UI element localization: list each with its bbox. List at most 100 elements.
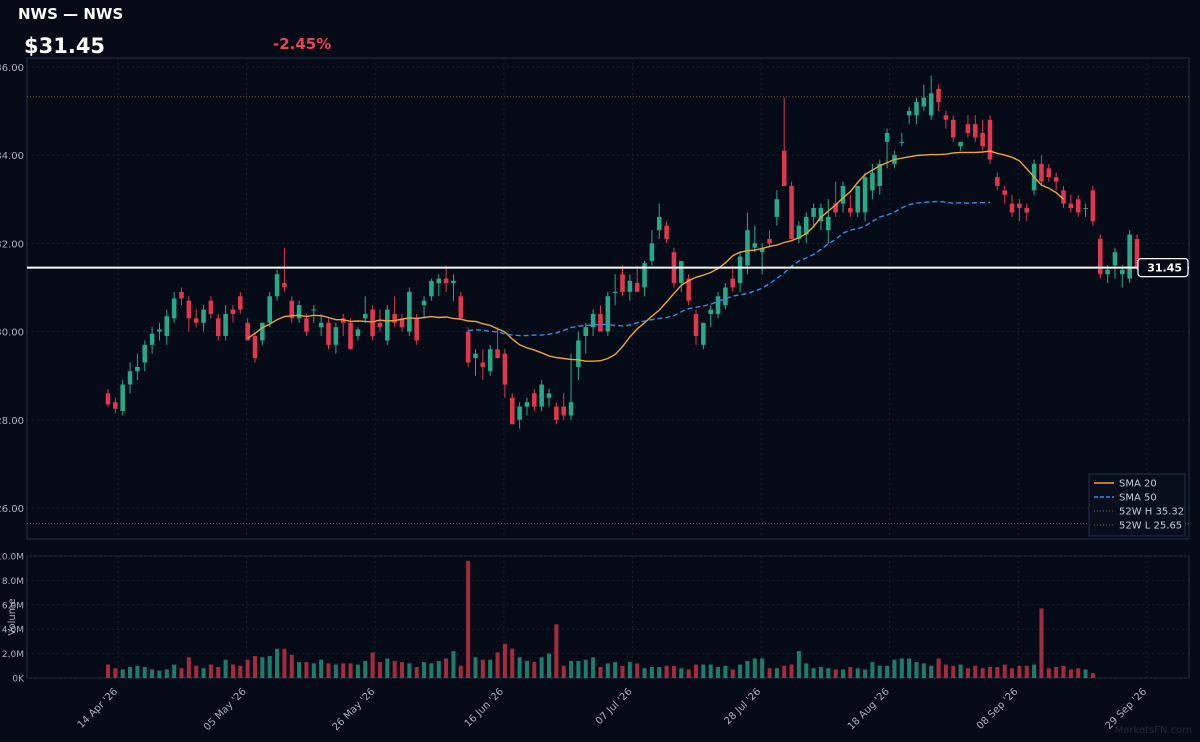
price-tick-label: 34.00 — [0, 151, 24, 162]
candle-body — [1053, 177, 1059, 182]
current-price: $31.45 — [24, 34, 106, 58]
volume-bar — [987, 667, 993, 678]
x-tick-label: 28 Jul '26 — [722, 686, 763, 727]
volume-bar — [245, 659, 250, 678]
volume-bar — [407, 663, 412, 678]
candle-body — [921, 97, 927, 107]
candle-body — [1127, 234, 1132, 279]
candle-body — [987, 119, 993, 160]
candle-body — [304, 318, 309, 332]
volume-bar — [399, 662, 405, 678]
volume-bar — [1010, 668, 1015, 678]
candle-body — [436, 278, 442, 284]
candle-body — [958, 141, 963, 147]
legend-box — [1088, 473, 1186, 537]
volume-bar — [473, 657, 478, 678]
candle-body — [803, 216, 809, 235]
volume-bar — [282, 648, 287, 678]
candle-body — [201, 309, 206, 323]
volume-bar — [436, 660, 441, 678]
candle-body — [208, 300, 214, 314]
candle-body — [238, 296, 243, 310]
volume-bar — [958, 664, 963, 678]
x-tick-label: 07 Jul '26 — [594, 686, 635, 727]
candle-body — [554, 406, 559, 420]
volume-bar — [649, 667, 654, 678]
price-tick-label: 32.00 — [0, 239, 24, 250]
volume-bar — [142, 667, 147, 678]
candle-body — [884, 133, 890, 142]
volume-bar — [230, 664, 235, 678]
volume-bar — [502, 643, 507, 678]
volume-bar — [907, 658, 912, 678]
volume-bar — [635, 663, 640, 678]
candle-body — [642, 263, 647, 288]
volume-bar — [833, 669, 838, 678]
volume-bar — [311, 663, 316, 678]
volume-bar — [804, 663, 809, 678]
candle-body — [120, 384, 125, 412]
volume-bar — [377, 662, 382, 678]
legend-label: SMA 50 — [1119, 493, 1157, 504]
volume-bar — [686, 669, 691, 678]
volume-bar — [664, 665, 669, 678]
volume-bar — [113, 668, 118, 678]
candle-body — [1046, 168, 1052, 178]
volume-bar — [620, 665, 625, 678]
volume-bar — [1024, 665, 1029, 678]
volume-bar — [451, 651, 456, 678]
volume-bar — [1076, 668, 1081, 678]
candle-body — [480, 362, 486, 367]
candle-body — [429, 280, 434, 297]
candle-body — [333, 327, 339, 345]
candle-body — [524, 402, 530, 407]
last-price-label: 31.45 — [1147, 262, 1182, 275]
candle-body — [1017, 203, 1022, 209]
volume-bar — [510, 648, 515, 678]
volume-bar — [275, 648, 280, 678]
candle-body — [318, 322, 324, 328]
volume-bar — [297, 662, 302, 678]
candle-body — [340, 318, 346, 323]
candle-body — [473, 353, 478, 359]
volume-bar — [1046, 668, 1051, 678]
candle-body — [1097, 238, 1103, 275]
volume-bar — [583, 659, 588, 678]
volume-bar — [135, 665, 140, 678]
candle-body — [1105, 269, 1110, 275]
volume-bar — [319, 659, 324, 678]
candle-body — [539, 384, 544, 407]
candle-body — [142, 344, 148, 363]
candle-body — [906, 110, 912, 116]
candle-body — [252, 336, 258, 359]
candle-body — [715, 296, 721, 314]
candle-body — [561, 406, 566, 416]
volume-bar — [576, 660, 581, 678]
candle-body — [1120, 269, 1125, 275]
candle-body — [737, 256, 743, 284]
volume-bar — [627, 662, 632, 678]
volume-bar — [885, 665, 890, 678]
candle-body — [950, 119, 956, 138]
volume-bar — [546, 653, 552, 678]
sma20-line — [247, 150, 1064, 362]
candle-body — [311, 309, 317, 311]
volume-bar — [186, 657, 191, 678]
volume-bar — [267, 656, 272, 678]
volume-bar — [899, 658, 904, 678]
candle-body — [245, 322, 250, 341]
candle-body — [664, 225, 669, 239]
volume-bar — [605, 663, 610, 678]
volume-bar — [980, 668, 985, 678]
last-price-badge — [1137, 258, 1189, 278]
volume-bar — [951, 665, 956, 678]
price-tick-label: 26.00 — [0, 504, 24, 515]
volume-bar — [818, 667, 823, 678]
candle-body — [708, 309, 713, 314]
volume-bar — [238, 665, 243, 678]
volume-bar — [995, 667, 1000, 678]
volume-tick-label: 6.0M — [2, 601, 24, 611]
volume-bar — [943, 664, 948, 678]
volume-bar — [921, 663, 926, 678]
